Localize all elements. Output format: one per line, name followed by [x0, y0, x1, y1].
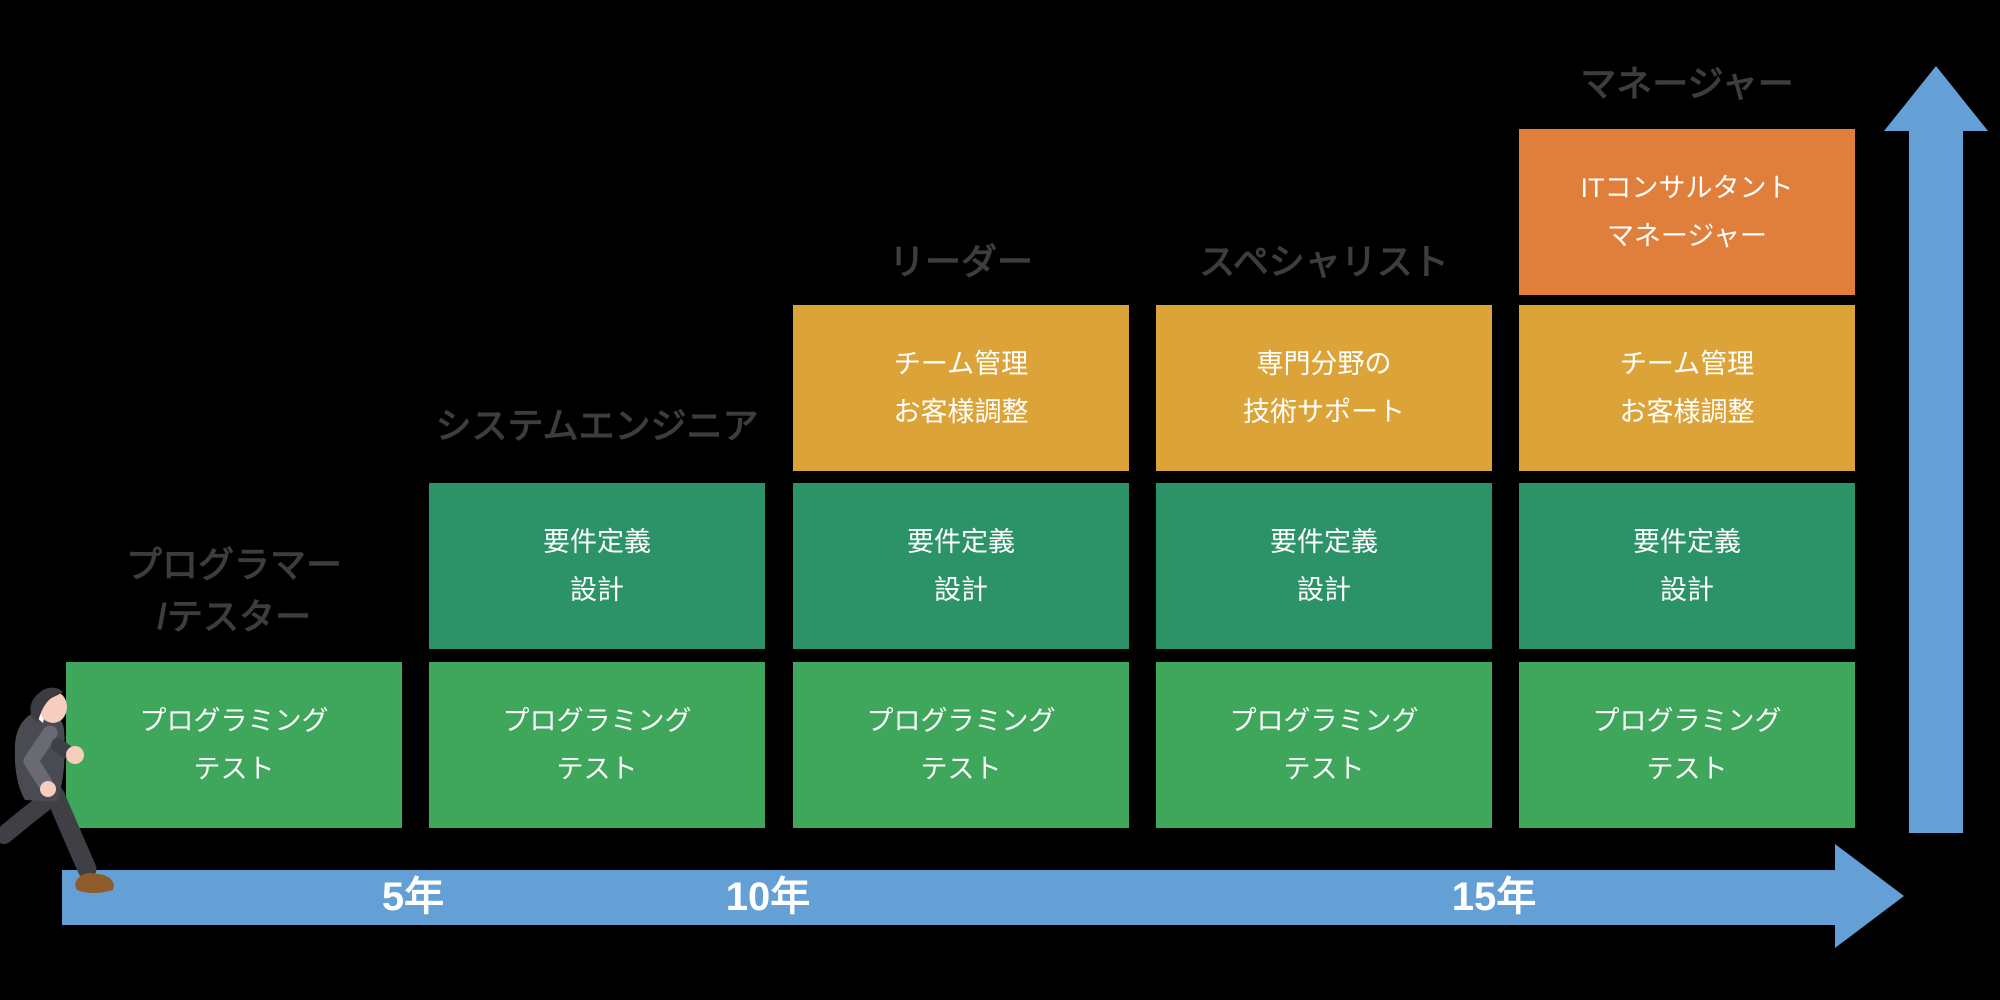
year-label-10: 10年 — [725, 875, 811, 919]
year-label-5: 5年 — [381, 875, 445, 919]
person-front-leg — [45, 785, 97, 879]
block-line: プログラミング — [502, 706, 692, 736]
col5-block-it-consultant-manager: ITコンサルタント マネージャー — [1519, 129, 1855, 295]
column-title-system-engineer: システムエンジニア — [429, 400, 765, 452]
block-line: テスト — [193, 754, 275, 784]
column-title-specialist: スペシャリスト — [1156, 236, 1492, 288]
col4-block-technical-support: 専門分野の 技術サポート — [1156, 305, 1492, 471]
block-line: 専門分野の — [1256, 349, 1392, 379]
col3-block-team-management: チーム管理 お客様調整 — [793, 305, 1129, 471]
block-line: 設計 — [1297, 575, 1351, 605]
block-line: 設計 — [570, 575, 624, 605]
person-hair — [30, 687, 63, 722]
person-nose — [60, 703, 66, 715]
person-back-leg — [0, 786, 63, 844]
person-near-hand — [40, 781, 56, 797]
title-line: /テスター — [156, 596, 311, 637]
block-line: お客様調整 — [893, 397, 1029, 427]
block-line: プログラミング — [139, 706, 329, 736]
title-line: スペシャリスト — [1199, 241, 1449, 282]
col3-block-requirements-design: 要件定義 設計 — [793, 483, 1129, 649]
block-line: プログラミング — [1229, 706, 1419, 736]
block-line: テスト — [556, 754, 638, 784]
col5-block-team-management: チーム管理 お客様調整 — [1519, 305, 1855, 471]
col2-block-requirements-design: 要件定義 設計 — [429, 483, 765, 649]
block-line: プログラミング — [1592, 706, 1782, 736]
block-line: チーム管理 — [1619, 349, 1755, 379]
timeline-right-arrow-icon — [1835, 844, 1904, 948]
block-line: お客様調整 — [1619, 397, 1755, 427]
col4-block-programming-test: プログラミング テスト — [1156, 662, 1492, 828]
col5-block-programming-test: プログラミング テスト — [1519, 662, 1855, 828]
block-line: ITコンサルタント — [1580, 173, 1794, 203]
block-line: 設計 — [934, 575, 988, 605]
title-line: リーダー — [888, 241, 1033, 282]
year-label-15: 15年 — [1451, 875, 1537, 919]
block-line: マネージャー — [1606, 221, 1768, 251]
running-businessman-illustration — [0, 687, 114, 893]
col5-block-requirements-design: 要件定義 設計 — [1519, 483, 1855, 649]
column-title-leader: リーダー — [793, 236, 1129, 288]
person-far-sleeve — [51, 738, 74, 759]
block-line: 要件定義 — [1633, 527, 1741, 557]
block-line: 要件定義 — [907, 527, 1015, 557]
person-far-hand — [66, 746, 84, 764]
block-line: 技術サポート — [1243, 397, 1405, 427]
col4-block-requirements-design: 要件定義 設計 — [1156, 483, 1492, 649]
col1-block-programming-test: プログラミング テスト — [66, 662, 402, 828]
title-line: プログラマー — [125, 544, 342, 585]
title-line: システムエンジニア — [435, 405, 759, 446]
block-line: 要件定義 — [1270, 527, 1378, 557]
column-title-manager: マネージャー — [1519, 58, 1855, 110]
block-line: プログラミング — [866, 706, 1056, 736]
column-title-programmer-tester: プログラマー /テスター — [66, 539, 402, 643]
col2-block-programming-test: プログラミング テスト — [429, 662, 765, 828]
block-line: テスト — [920, 754, 1002, 784]
person-shoe — [75, 873, 114, 893]
growth-up-arrow-icon — [1884, 66, 1988, 131]
timeline-bar — [62, 870, 1835, 925]
block-line: テスト — [1283, 754, 1365, 784]
person-near-arm — [23, 725, 58, 791]
block-line: チーム管理 — [893, 349, 1029, 379]
growth-arrow-shaft — [1909, 131, 1963, 833]
block-line: テスト — [1646, 754, 1728, 784]
col3-block-programming-test: プログラミング テスト — [793, 662, 1129, 828]
title-line: マネージャー — [1580, 63, 1794, 104]
block-line: 設計 — [1660, 575, 1714, 605]
block-line: 要件定義 — [543, 527, 651, 557]
